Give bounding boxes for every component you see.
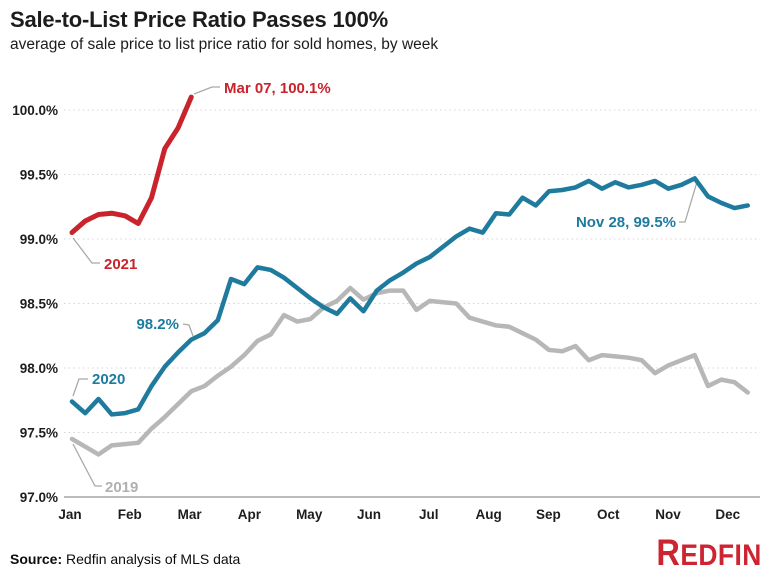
- x-tick-label-may: May: [296, 507, 323, 522]
- annotation-98-2: 98.2%: [136, 316, 179, 333]
- x-tick-label-oct: Oct: [597, 507, 620, 522]
- x-tick-label-dec: Dec: [715, 507, 740, 522]
- x-tick-label-aug: Aug: [475, 507, 501, 522]
- annotation-connector-98-2: [182, 323, 194, 337]
- y-tick-label-97-5: 97.5%: [20, 426, 58, 441]
- annotation-2019: 2019: [105, 479, 138, 496]
- annotation-connector-mar-07-100-1: [193, 86, 220, 95]
- y-tick-label-97-0: 97.0%: [20, 490, 58, 505]
- annotation-2021: 2021: [104, 256, 137, 273]
- x-tick-label-feb: Feb: [118, 507, 142, 522]
- annotation-connector-nov-28-99-5: [679, 181, 698, 223]
- source-label: Source:: [10, 551, 63, 567]
- annotation-connector-2020: [72, 378, 88, 397]
- annotation-connector-2021: [72, 237, 100, 264]
- x-tick-label-jun: Jun: [357, 507, 381, 522]
- annotation-nov-28-99-5: Nov 28, 99.5%: [576, 214, 676, 231]
- y-tick-label-99-5: 99.5%: [20, 168, 58, 183]
- x-tick-label-sep: Sep: [536, 507, 561, 522]
- x-tick-label-mar: Mar: [178, 507, 203, 522]
- annotation-mar-07-100-1: Mar 07, 100.1%: [224, 80, 331, 97]
- series-line-2019: [69, 285, 750, 457]
- annotation-2020: 2020: [92, 371, 125, 388]
- x-tick-label-apr: Apr: [238, 507, 262, 522]
- x-tick-label-jul: Jul: [419, 507, 439, 522]
- y-tick-label-99-0: 99.0%: [20, 232, 58, 247]
- redfin-logo: REDFIN: [656, 532, 762, 573]
- series-line-2021: [69, 94, 194, 236]
- page-subtitle: average of sale price to list price rati…: [10, 36, 439, 53]
- page-title: Sale-to-List Price Ratio Passes 100%: [10, 7, 388, 32]
- y-tick-label-98-0: 98.0%: [20, 361, 58, 376]
- x-tick-label-jan: Jan: [58, 507, 81, 522]
- source-note: Source: Redfin analysis of MLS data: [10, 551, 240, 567]
- series-line-2020: [69, 176, 750, 417]
- annotation-connector-2019: [72, 443, 102, 487]
- y-tick-label-100-0: 100.0%: [12, 103, 58, 118]
- source-text: Redfin analysis of MLS data: [66, 551, 241, 567]
- y-tick-label-98-5: 98.5%: [20, 297, 58, 312]
- x-tick-label-nov: Nov: [655, 507, 681, 522]
